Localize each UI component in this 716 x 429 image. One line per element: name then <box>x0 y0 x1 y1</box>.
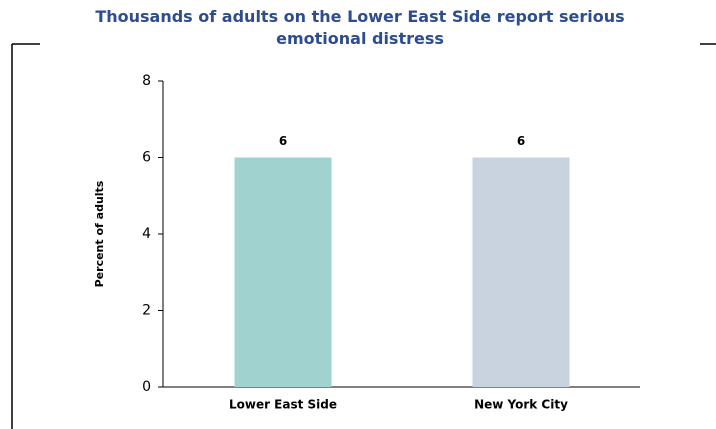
chart-title: Thousands of adults on the Lower East Si… <box>95 7 625 48</box>
bar <box>234 157 332 387</box>
y-tick-label: 6 <box>142 150 151 166</box>
y-tick-label: 0 <box>142 379 151 395</box>
y-tick-label: 2 <box>142 303 151 319</box>
y-axis-label: Percent of adults <box>93 180 106 287</box>
data-label: 6 <box>517 134 525 148</box>
bar <box>472 157 570 387</box>
y-tick-label: 8 <box>142 73 151 89</box>
data-label: 6 <box>279 134 287 148</box>
y-tick-label: 4 <box>142 226 151 242</box>
x-tick-label: New York City <box>474 398 568 412</box>
x-tick-label: Lower East Side <box>229 398 337 412</box>
